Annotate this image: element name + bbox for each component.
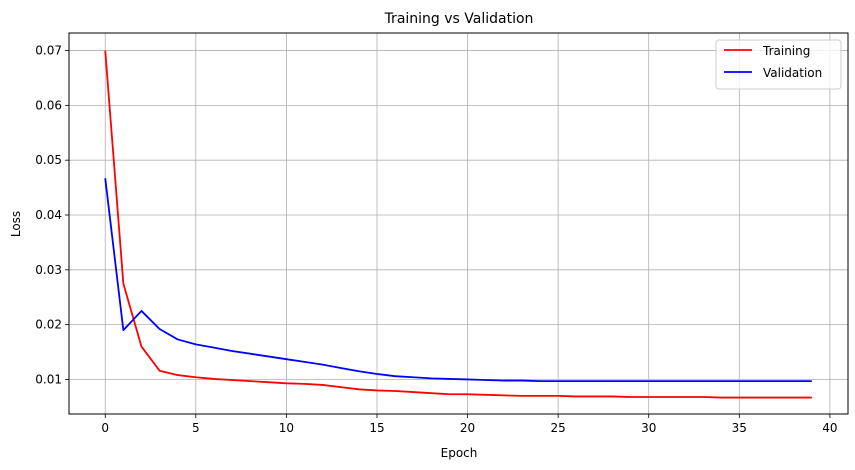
x-tick-label: 0 — [101, 421, 109, 435]
training-loss-line — [104, 50, 812, 399]
series-lines — [104, 50, 812, 399]
chart-title: Training vs Validation — [384, 11, 534, 27]
legend-box — [715, 39, 842, 90]
x-tick-label: 5 — [192, 421, 200, 435]
x-tick-label: 20 — [460, 421, 475, 435]
x-tick-label: 30 — [641, 421, 656, 435]
x-axis-label: Epoch — [441, 446, 478, 460]
y-tick-label: 0.03 — [35, 263, 62, 277]
x-tick-label: 15 — [369, 421, 384, 435]
y-tick-label: 0.07 — [35, 44, 62, 58]
plot-frame — [68, 32, 849, 415]
y-tick-label: 0.01 — [35, 372, 62, 386]
y-tick-label: 0.06 — [35, 98, 62, 112]
validation-loss-line — [104, 178, 812, 383]
y-axis-label: Loss — [9, 211, 23, 237]
axis-ticks: 0 5 10 15 20 25 30 35 40 0.01 0.02 0.03 0.04 0.05 0.06… — [35, 44, 837, 435]
x-tick-label: 40 — [822, 421, 837, 435]
legend: Training Validation — [715, 39, 842, 90]
y-tick-label: 0.02 — [35, 318, 62, 332]
x-tick-label: 25 — [550, 421, 565, 435]
legend-training-label: Training — [762, 44, 810, 58]
x-tick-label: 10 — [279, 421, 294, 435]
legend-validation-label: Validation — [763, 66, 822, 80]
y-tick-label: 0.05 — [35, 153, 62, 167]
x-tick-label: 35 — [732, 421, 747, 435]
y-tick-label: 0.04 — [35, 208, 62, 222]
